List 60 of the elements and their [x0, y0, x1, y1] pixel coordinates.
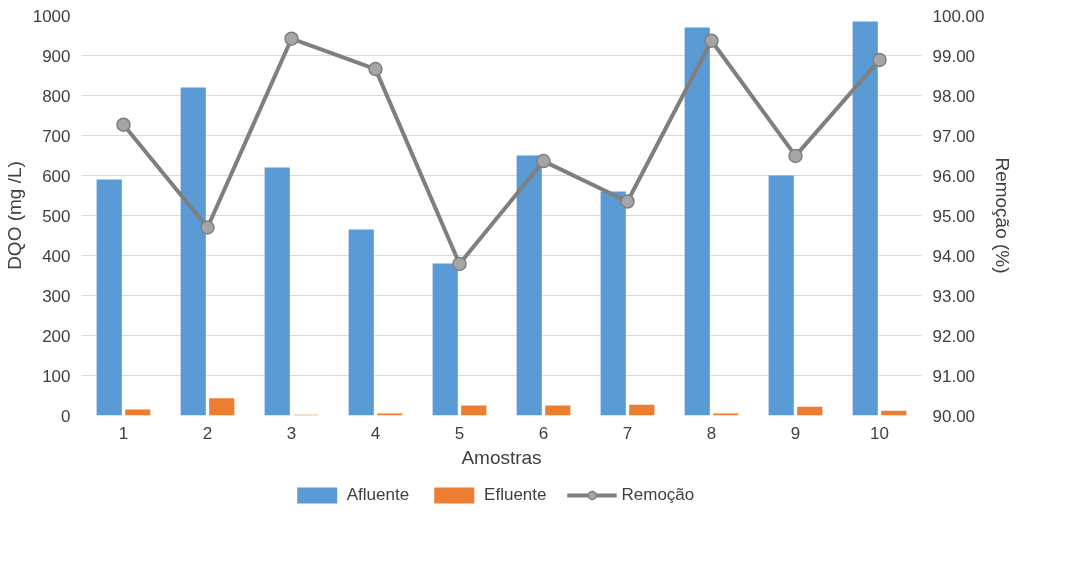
y2-tick-label: 94.00: [932, 246, 976, 266]
bar: [209, 398, 235, 416]
bar: [432, 263, 458, 416]
y-tick-label: 0: [61, 406, 71, 426]
y-tick-label: 500: [42, 206, 71, 226]
y-tick-label: 900: [42, 46, 71, 66]
x-tick-label: 1: [118, 423, 129, 443]
bar: [96, 179, 122, 416]
x-tick-label: 4: [370, 423, 381, 443]
x-tick-label: 3: [286, 423, 297, 443]
legend-label: Remoção: [621, 485, 695, 505]
x-tick-label: 8: [706, 423, 717, 443]
x-tick-label: 7: [622, 423, 633, 443]
point: [200, 220, 215, 235]
y-axis-title: DQO (mg /L): [3, 161, 25, 270]
y2-tick-label: 90.00: [932, 406, 976, 426]
y2-tick-label: 97.00: [932, 126, 976, 146]
bar: [797, 406, 823, 416]
bar: [348, 229, 374, 416]
x-tick-label: 10: [870, 423, 889, 443]
y-tick-label: 600: [42, 166, 71, 186]
point: [116, 117, 131, 132]
bar: [852, 21, 878, 416]
legend-label: Afluente: [346, 485, 410, 505]
y2-tick-label: 95.00: [932, 206, 976, 226]
y-tick-label: 200: [42, 326, 71, 346]
y2-tick-label: 92.00: [932, 326, 976, 346]
x-tick-label: 5: [454, 423, 465, 443]
y2-tick-label: 91.00: [932, 366, 976, 386]
point: [368, 61, 383, 77]
point: [536, 153, 551, 169]
y2-tick-label: 96.00: [932, 166, 976, 186]
point: [452, 256, 467, 272]
y2-tick-label: 98.00: [932, 86, 976, 106]
x-tick-label: 2: [202, 423, 213, 443]
point: [704, 33, 719, 48]
y-tick-label: 700: [42, 126, 71, 146]
y-tick-label: 1000: [32, 6, 71, 26]
y2-tick-label: 99.00: [932, 46, 976, 66]
y2-tick-label: 100.00: [932, 6, 985, 26]
legend-label: Efluente: [484, 485, 547, 505]
bar: [516, 155, 542, 416]
bar: [684, 27, 710, 416]
x-tick-label: 6: [538, 423, 549, 443]
x-axis-title: Amostras: [461, 446, 542, 468]
point: [872, 52, 887, 68]
point: [788, 148, 803, 164]
bar: [180, 87, 206, 416]
point: [620, 194, 635, 209]
y-tick-label: 300: [42, 286, 71, 306]
x-tick-label: 9: [790, 423, 801, 443]
y-tick-label: 800: [42, 86, 71, 106]
bar: [264, 167, 290, 416]
bar: [629, 404, 655, 416]
point: [284, 31, 299, 46]
bar: [600, 191, 626, 416]
y2-tick-label: 93.00: [932, 286, 976, 306]
y2-axis-title: Remoção (%): [992, 157, 1014, 274]
y-tick-label: 400: [42, 246, 71, 266]
y-tick-label: 100: [42, 366, 71, 386]
